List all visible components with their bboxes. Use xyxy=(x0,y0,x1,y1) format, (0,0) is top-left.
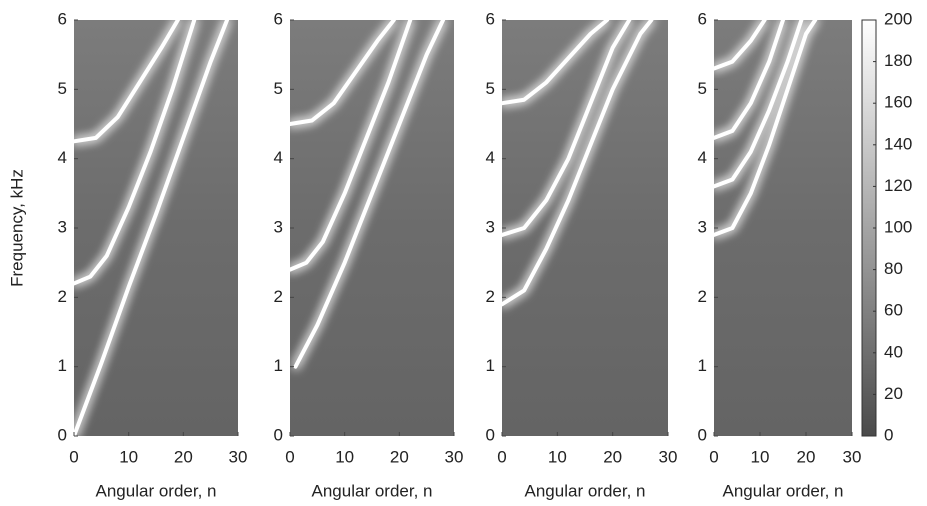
x-tick-label: 0 xyxy=(709,447,718,466)
x-tick-label: 20 xyxy=(390,447,409,466)
ridge-line xyxy=(714,20,804,189)
colorbar-tick-label: 140 xyxy=(884,134,912,153)
colorbar-tick-label: 20 xyxy=(884,384,903,403)
ridge-line xyxy=(714,20,767,71)
y-tick-label: 0 xyxy=(486,425,495,444)
y-tick-label: 2 xyxy=(698,287,707,306)
ridges xyxy=(74,20,230,436)
y-tick-label: 1 xyxy=(698,356,707,375)
ridge-line xyxy=(714,20,818,237)
colorbar-tick-label: 180 xyxy=(884,51,912,70)
y-tick-label: 0 xyxy=(58,425,67,444)
y-tick-label: 4 xyxy=(486,148,495,167)
y-tick-label: 6 xyxy=(698,9,707,28)
ridge-line xyxy=(290,20,413,272)
y-tick-label: 2 xyxy=(486,287,495,306)
y-tick-label: 3 xyxy=(698,217,707,236)
colorbar-tick-label: 0 xyxy=(884,425,893,444)
x-axis-label: Angular order, n xyxy=(312,481,433,500)
ridge-line xyxy=(74,20,197,286)
x-tick-label: 10 xyxy=(751,447,770,466)
colorbar-tick-label: 60 xyxy=(884,301,903,320)
y-tick-label: 2 xyxy=(58,287,67,306)
ridge-line xyxy=(502,20,632,237)
y-tick-label: 4 xyxy=(274,148,283,167)
x-tick-label: 30 xyxy=(229,447,248,466)
x-axis-label: Angular order, n xyxy=(525,481,646,500)
y-tick-label: 6 xyxy=(58,9,67,28)
ridge-line xyxy=(293,20,446,369)
y-tick-label: 5 xyxy=(698,79,707,98)
x-axis-label: Angular order, n xyxy=(96,481,217,500)
y-tick-label: 5 xyxy=(486,79,495,98)
x-tick-label: 30 xyxy=(659,447,678,466)
y-tick-label: 5 xyxy=(58,79,67,98)
x-tick-label: 10 xyxy=(548,447,567,466)
colorbar-tick-label: 200 xyxy=(884,9,912,28)
y-tick-label: 1 xyxy=(58,356,67,375)
heatmap-background xyxy=(714,20,852,436)
y-tick-label: 3 xyxy=(274,217,283,236)
y-tick-label: 0 xyxy=(698,425,707,444)
colorbar-tick-label: 100 xyxy=(884,217,912,236)
x-tick-label: 0 xyxy=(285,447,294,466)
y-tick-label: 5 xyxy=(274,79,283,98)
heatmap-background xyxy=(502,20,668,436)
y-axis-label: Frequency, kHz xyxy=(7,169,26,287)
colorbar-tick-label: 80 xyxy=(884,259,903,278)
ridges xyxy=(502,20,654,307)
ridge-line xyxy=(502,20,654,307)
colorbar-tick-label: 160 xyxy=(884,93,912,112)
y-tick-label: 6 xyxy=(486,9,495,28)
y-tick-label: 6 xyxy=(274,9,283,28)
y-tick-label: 4 xyxy=(698,148,707,167)
ridges xyxy=(290,20,446,369)
x-tick-label: 0 xyxy=(497,447,506,466)
y-tick-label: 4 xyxy=(58,148,67,167)
x-tick-label: 30 xyxy=(445,447,464,466)
ridge-line xyxy=(714,20,785,140)
ridge-line xyxy=(74,20,230,436)
y-tick-label: 2 xyxy=(274,287,283,306)
x-axis-label: Angular order, n xyxy=(723,481,844,500)
x-tick-label: 20 xyxy=(797,447,816,466)
x-tick-label: 30 xyxy=(843,447,862,466)
y-tick-label: 1 xyxy=(486,356,495,375)
x-tick-label: 20 xyxy=(174,447,193,466)
x-tick-label: 0 xyxy=(69,447,78,466)
colorbar-tick-label: 40 xyxy=(884,342,903,361)
x-tick-label: 20 xyxy=(603,447,622,466)
colorbar-tick-label: 120 xyxy=(884,176,912,195)
y-tick-label: 1 xyxy=(274,356,283,375)
x-tick-label: 10 xyxy=(335,447,354,466)
y-tick-label: 3 xyxy=(486,217,495,236)
ridges xyxy=(714,20,818,237)
y-tick-label: 3 xyxy=(58,217,67,236)
y-tick-label: 0 xyxy=(274,425,283,444)
ridge-line xyxy=(74,20,180,144)
heatmap-background xyxy=(290,20,454,436)
x-tick-label: 10 xyxy=(119,447,138,466)
ridge-line xyxy=(502,20,610,106)
ridge-line xyxy=(290,20,396,126)
